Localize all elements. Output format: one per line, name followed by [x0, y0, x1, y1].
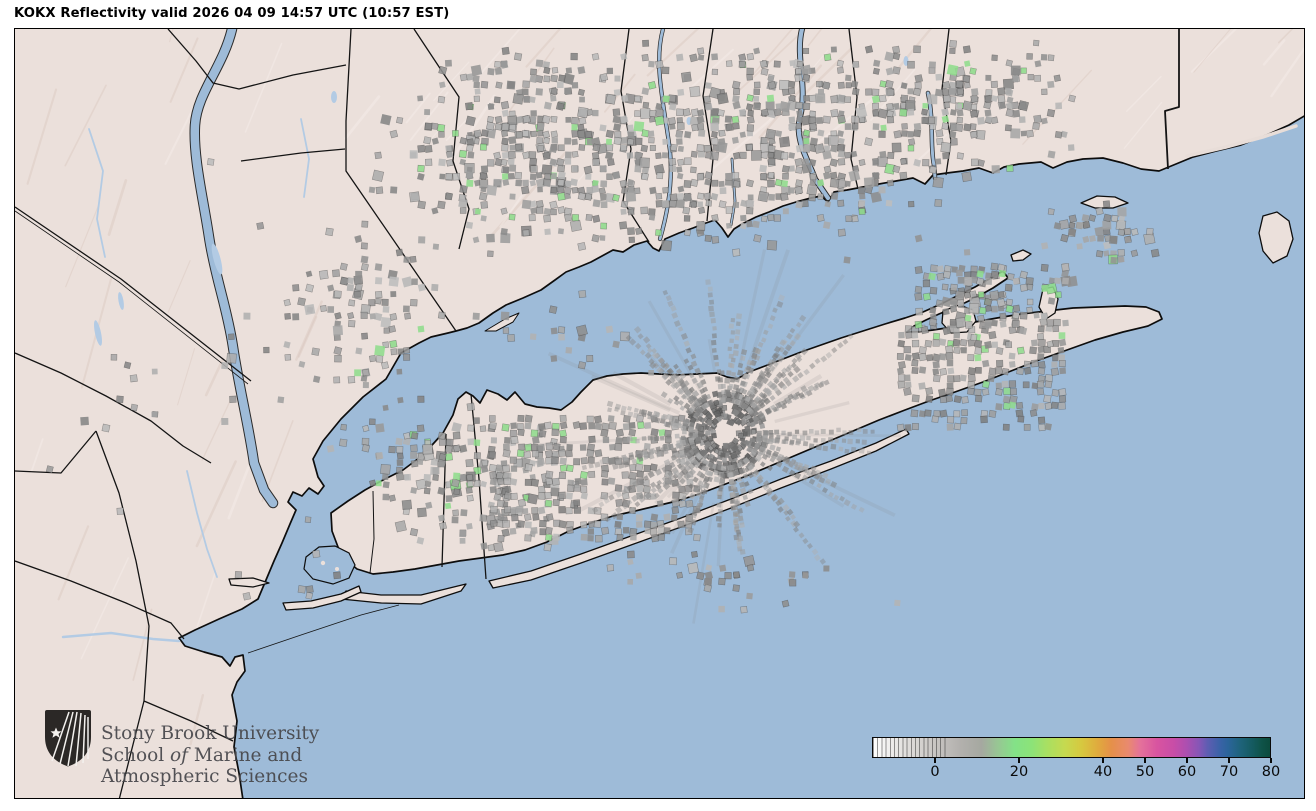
sbu-logo: Stony Brook University School of Marine … — [42, 707, 319, 788]
colorbar-gradient — [872, 737, 1271, 758]
colorbar-tick-label: 0 — [930, 764, 940, 780]
colorbar-tick — [1102, 758, 1104, 763]
bay-islet — [320, 560, 326, 566]
bay-islet — [335, 567, 339, 571]
colorbar-tick — [1270, 758, 1272, 763]
colorbar-tick-label: 20 — [1009, 764, 1029, 780]
colorbar-tick-label: 70 — [1219, 764, 1239, 780]
colorbar-tick — [1186, 758, 1188, 763]
map-title: KOKX Reflectivity valid 2026 04 09 14:57… — [14, 6, 450, 21]
colorbar-tick — [934, 758, 936, 763]
colorbar: 0 20 40 50 60 70 80 — [872, 737, 1280, 789]
colorbar-tick-label: 80 — [1261, 764, 1281, 780]
colorbar-tick-label: 40 — [1093, 764, 1113, 780]
colorbar-tick-label: 60 — [1177, 764, 1197, 780]
colorbar-tick — [1144, 758, 1146, 763]
rhode-island-barrier — [1185, 124, 1298, 158]
sbu-logo-line3: Atmospheric Sciences — [101, 766, 308, 787]
sbu-logo-line2: School of Marine and — [101, 744, 303, 766]
map-svg — [15, 29, 1304, 798]
colorbar-tick-label: 50 — [1135, 764, 1155, 780]
sbu-logo-text: Stony Brook University School of Marine … — [101, 723, 319, 788]
colorbar-hatch — [873, 738, 949, 757]
radar-echo-layer — [45, 39, 1160, 624]
colorbar-tick — [1228, 758, 1230, 763]
sbu-logo-line1: Stony Brook University — [101, 723, 320, 744]
colorbar-tick — [1018, 758, 1020, 763]
radar-map: Stony Brook University School of Marine … — [14, 28, 1305, 799]
sbu-shield-icon — [45, 710, 91, 767]
